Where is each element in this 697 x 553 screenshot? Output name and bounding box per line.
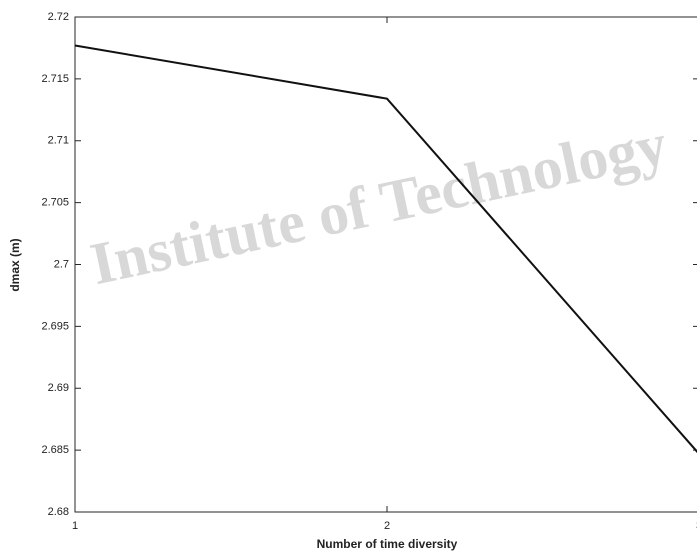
y-tick-label: 2.69	[48, 382, 69, 394]
x-tick-label: 1	[72, 520, 78, 532]
y-tick-label: 2.695	[41, 320, 69, 332]
y-tick-label: 2.71	[48, 135, 69, 147]
y-tick-label: 2.7	[54, 258, 69, 270]
y-tick-label: 2.705	[41, 197, 69, 209]
y-tick-label: 2.715	[41, 73, 69, 85]
x-tick-label: 2	[384, 520, 390, 532]
x-axis-label: Number of time diversity	[317, 537, 458, 551]
x-tick-label: 3	[696, 520, 697, 532]
data-line	[74, 44, 697, 454]
watermark: Institute of Technology	[85, 111, 673, 298]
y-tick-label: 2.685	[41, 444, 69, 456]
y-axis-label: dmax (m)	[8, 238, 22, 291]
y-tick-label: 2.72	[48, 11, 69, 23]
y-tick-label: 2.68	[48, 506, 69, 518]
